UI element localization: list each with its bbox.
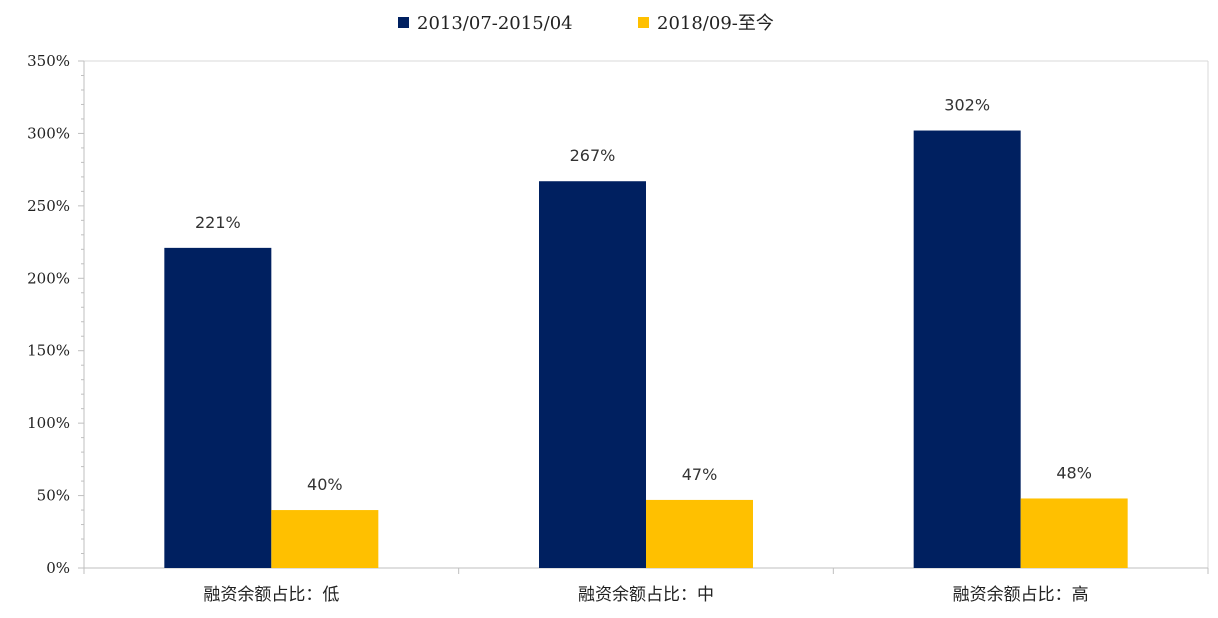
y-tick-label: 200% xyxy=(27,269,70,287)
legend-label: 2013/07-2015/04 xyxy=(417,13,573,34)
data-label: 221% xyxy=(195,213,241,232)
data-label: 267% xyxy=(570,146,616,165)
legend: 2013/07-2015/04 2018/09-至今 xyxy=(398,13,774,34)
y-tick-label: 350% xyxy=(27,52,70,70)
y-axis: 0% 50% 100% 150% 200% 250% 300% 350% xyxy=(27,52,1209,577)
bar xyxy=(539,181,646,568)
bar xyxy=(646,499,753,568)
y-tick-label: 100% xyxy=(27,414,70,432)
data-label: 47% xyxy=(682,465,718,484)
legend-swatch xyxy=(398,17,409,28)
data-label: 40% xyxy=(307,475,343,494)
legend-label: 2018/09-至今 xyxy=(657,13,774,34)
data-label: 302% xyxy=(944,96,990,115)
x-tick-label: 融资余额占比：低 xyxy=(203,585,339,605)
y-tick-label: 50% xyxy=(37,487,70,505)
data-labels: 221% 40% 267% 47% 302% 48% xyxy=(195,96,1092,495)
y-tick-label: 0% xyxy=(46,559,70,577)
x-tick-label: 融资余额占比：高 xyxy=(953,585,1089,605)
bar xyxy=(913,130,1021,568)
bars xyxy=(164,130,1128,568)
legend-swatch xyxy=(638,17,649,28)
x-tick-label: 融资余额占比：中 xyxy=(578,585,714,605)
x-axis: 融资余额占比：低 融资余额占比：中 融资余额占比：高 xyxy=(83,567,1209,605)
bar xyxy=(164,247,272,568)
bar xyxy=(271,510,379,568)
data-label: 48% xyxy=(1056,463,1092,482)
bar xyxy=(1020,498,1128,568)
y-tick-label: 300% xyxy=(27,124,70,142)
y-tick-label: 250% xyxy=(27,197,70,215)
y-tick-label: 150% xyxy=(27,342,70,360)
